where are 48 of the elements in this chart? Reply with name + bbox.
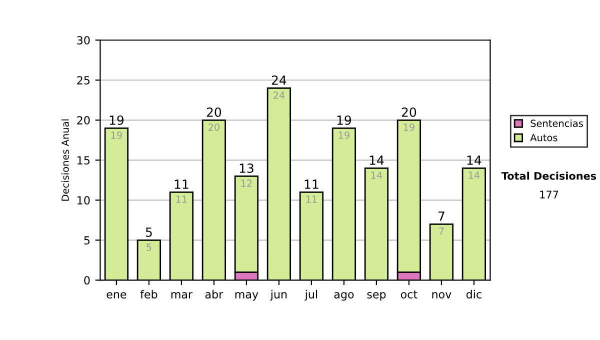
data-label: 24 xyxy=(273,92,285,99)
data-label: 14 xyxy=(468,172,480,179)
data-label: 14 xyxy=(371,172,382,179)
total-label: 20 xyxy=(206,107,222,117)
data-label: 19 xyxy=(404,124,414,131)
y-tick-label: 10 xyxy=(78,196,90,205)
x-tick-label: mar xyxy=(171,292,193,298)
total-label: 14 xyxy=(467,156,482,165)
data-label: 12 xyxy=(241,180,252,187)
legend-label: Autos xyxy=(530,134,558,142)
data-label: 11 xyxy=(176,196,187,203)
x-tick-label: oct xyxy=(400,290,418,298)
x-tick-label: nov xyxy=(432,292,452,298)
y-tick-label: 15 xyxy=(78,156,90,165)
total-label: 11 xyxy=(174,180,188,189)
x-tick-label: ago xyxy=(334,292,354,301)
data-label: 7 xyxy=(439,228,444,235)
data-label: 11 xyxy=(306,196,317,203)
data-label: 19 xyxy=(338,132,350,139)
text: Total Decisiones xyxy=(501,172,596,180)
x-tick-label: sep xyxy=(367,292,386,301)
data-label: 19 xyxy=(111,132,122,139)
y-tick-label: 30 xyxy=(77,36,90,44)
y-tick-label: 25 xyxy=(77,76,90,85)
x-tick-label: dic xyxy=(466,290,482,298)
x-tick-label: ene xyxy=(106,292,126,298)
total-label: 13 xyxy=(240,163,254,173)
y-axis-title: Decisiones Anual xyxy=(61,119,69,201)
text: 177 xyxy=(540,190,558,198)
x-tick-label: feb xyxy=(140,290,158,298)
y-tick-label: 20 xyxy=(77,116,90,125)
total-label: 19 xyxy=(110,115,124,125)
total-label: 24 xyxy=(272,75,286,85)
total-label: 19 xyxy=(337,115,352,125)
legend-label: Sentencias xyxy=(530,119,583,128)
x-tick-label: abr xyxy=(205,290,224,298)
x-tick-label: jul xyxy=(304,290,318,301)
y-tick-label: 5 xyxy=(84,236,90,245)
total-label: 11 xyxy=(304,180,318,189)
data-label: 5 xyxy=(146,244,152,251)
data-label: 20 xyxy=(208,124,220,131)
total-label: 20 xyxy=(402,107,416,117)
total-label: 7 xyxy=(438,212,444,221)
x-tick-label: may xyxy=(235,292,258,301)
total-label: 5 xyxy=(146,228,152,237)
y-tick-label: 0 xyxy=(84,276,90,285)
total-label: 14 xyxy=(370,156,384,165)
x-tick-label: jun xyxy=(270,290,287,301)
